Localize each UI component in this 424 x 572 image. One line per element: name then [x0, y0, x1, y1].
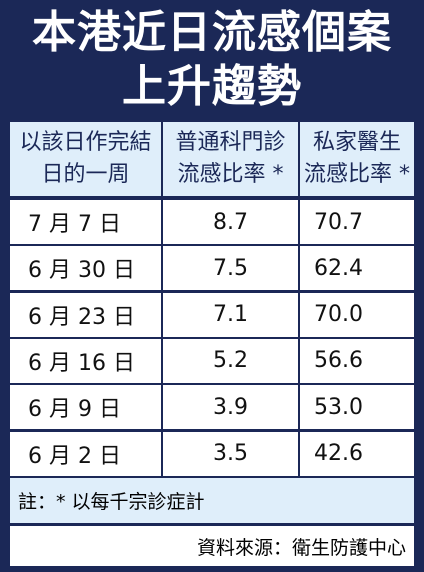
table-cell: 7 月 7 日: [10, 200, 161, 244]
table-cell: 53.0: [300, 385, 414, 430]
table-cell: 6 月 16 日: [10, 338, 161, 383]
header-text: 普通科門診: [175, 130, 286, 155]
note: 註：* 以每千宗診症計: [10, 478, 414, 523]
header-text: 日的一周: [41, 162, 130, 187]
table-cell: 6 月 23 日: [10, 292, 161, 337]
header-cell: 私家醫生流感比率 *: [300, 122, 414, 196]
table-cell: 56.6: [300, 338, 414, 383]
title-line: 上升趨勢: [122, 61, 302, 112]
table-cell: 6 月 9 日: [10, 385, 161, 430]
header-cell: 以該日作完結 日的一周: [10, 122, 161, 196]
header-text: 流感比率 *: [304, 162, 410, 187]
table-cell: 70.0: [300, 292, 414, 337]
title-line: 本港近日流感個案: [32, 7, 392, 58]
title: 本港近日流感個案 上升趨勢: [0, 6, 424, 114]
table-cell: 5.2: [163, 338, 298, 383]
table-cell: 8.7: [163, 200, 298, 244]
table-cell: 70.7: [300, 200, 414, 244]
table-cell: 7.1: [163, 292, 298, 337]
source: 資料來源：衛生防護中心: [10, 526, 414, 566]
table-cell: 42.6: [300, 431, 414, 476]
table-cell: 3.5: [163, 431, 298, 476]
table-cell: 6 月 30 日: [10, 246, 161, 291]
header-text: 私家醫生: [312, 130, 401, 155]
table-cell: 6 月 2 日: [10, 431, 161, 476]
header-text: 流感比率 *: [177, 162, 284, 187]
header-cell: 普通科門診流感比率 *: [163, 122, 298, 196]
table-cell: 62.4: [300, 246, 414, 291]
table-cell: 3.9: [163, 385, 298, 430]
header-text: 以該日作完結: [19, 130, 152, 155]
table-cell: 7.5: [163, 246, 298, 291]
